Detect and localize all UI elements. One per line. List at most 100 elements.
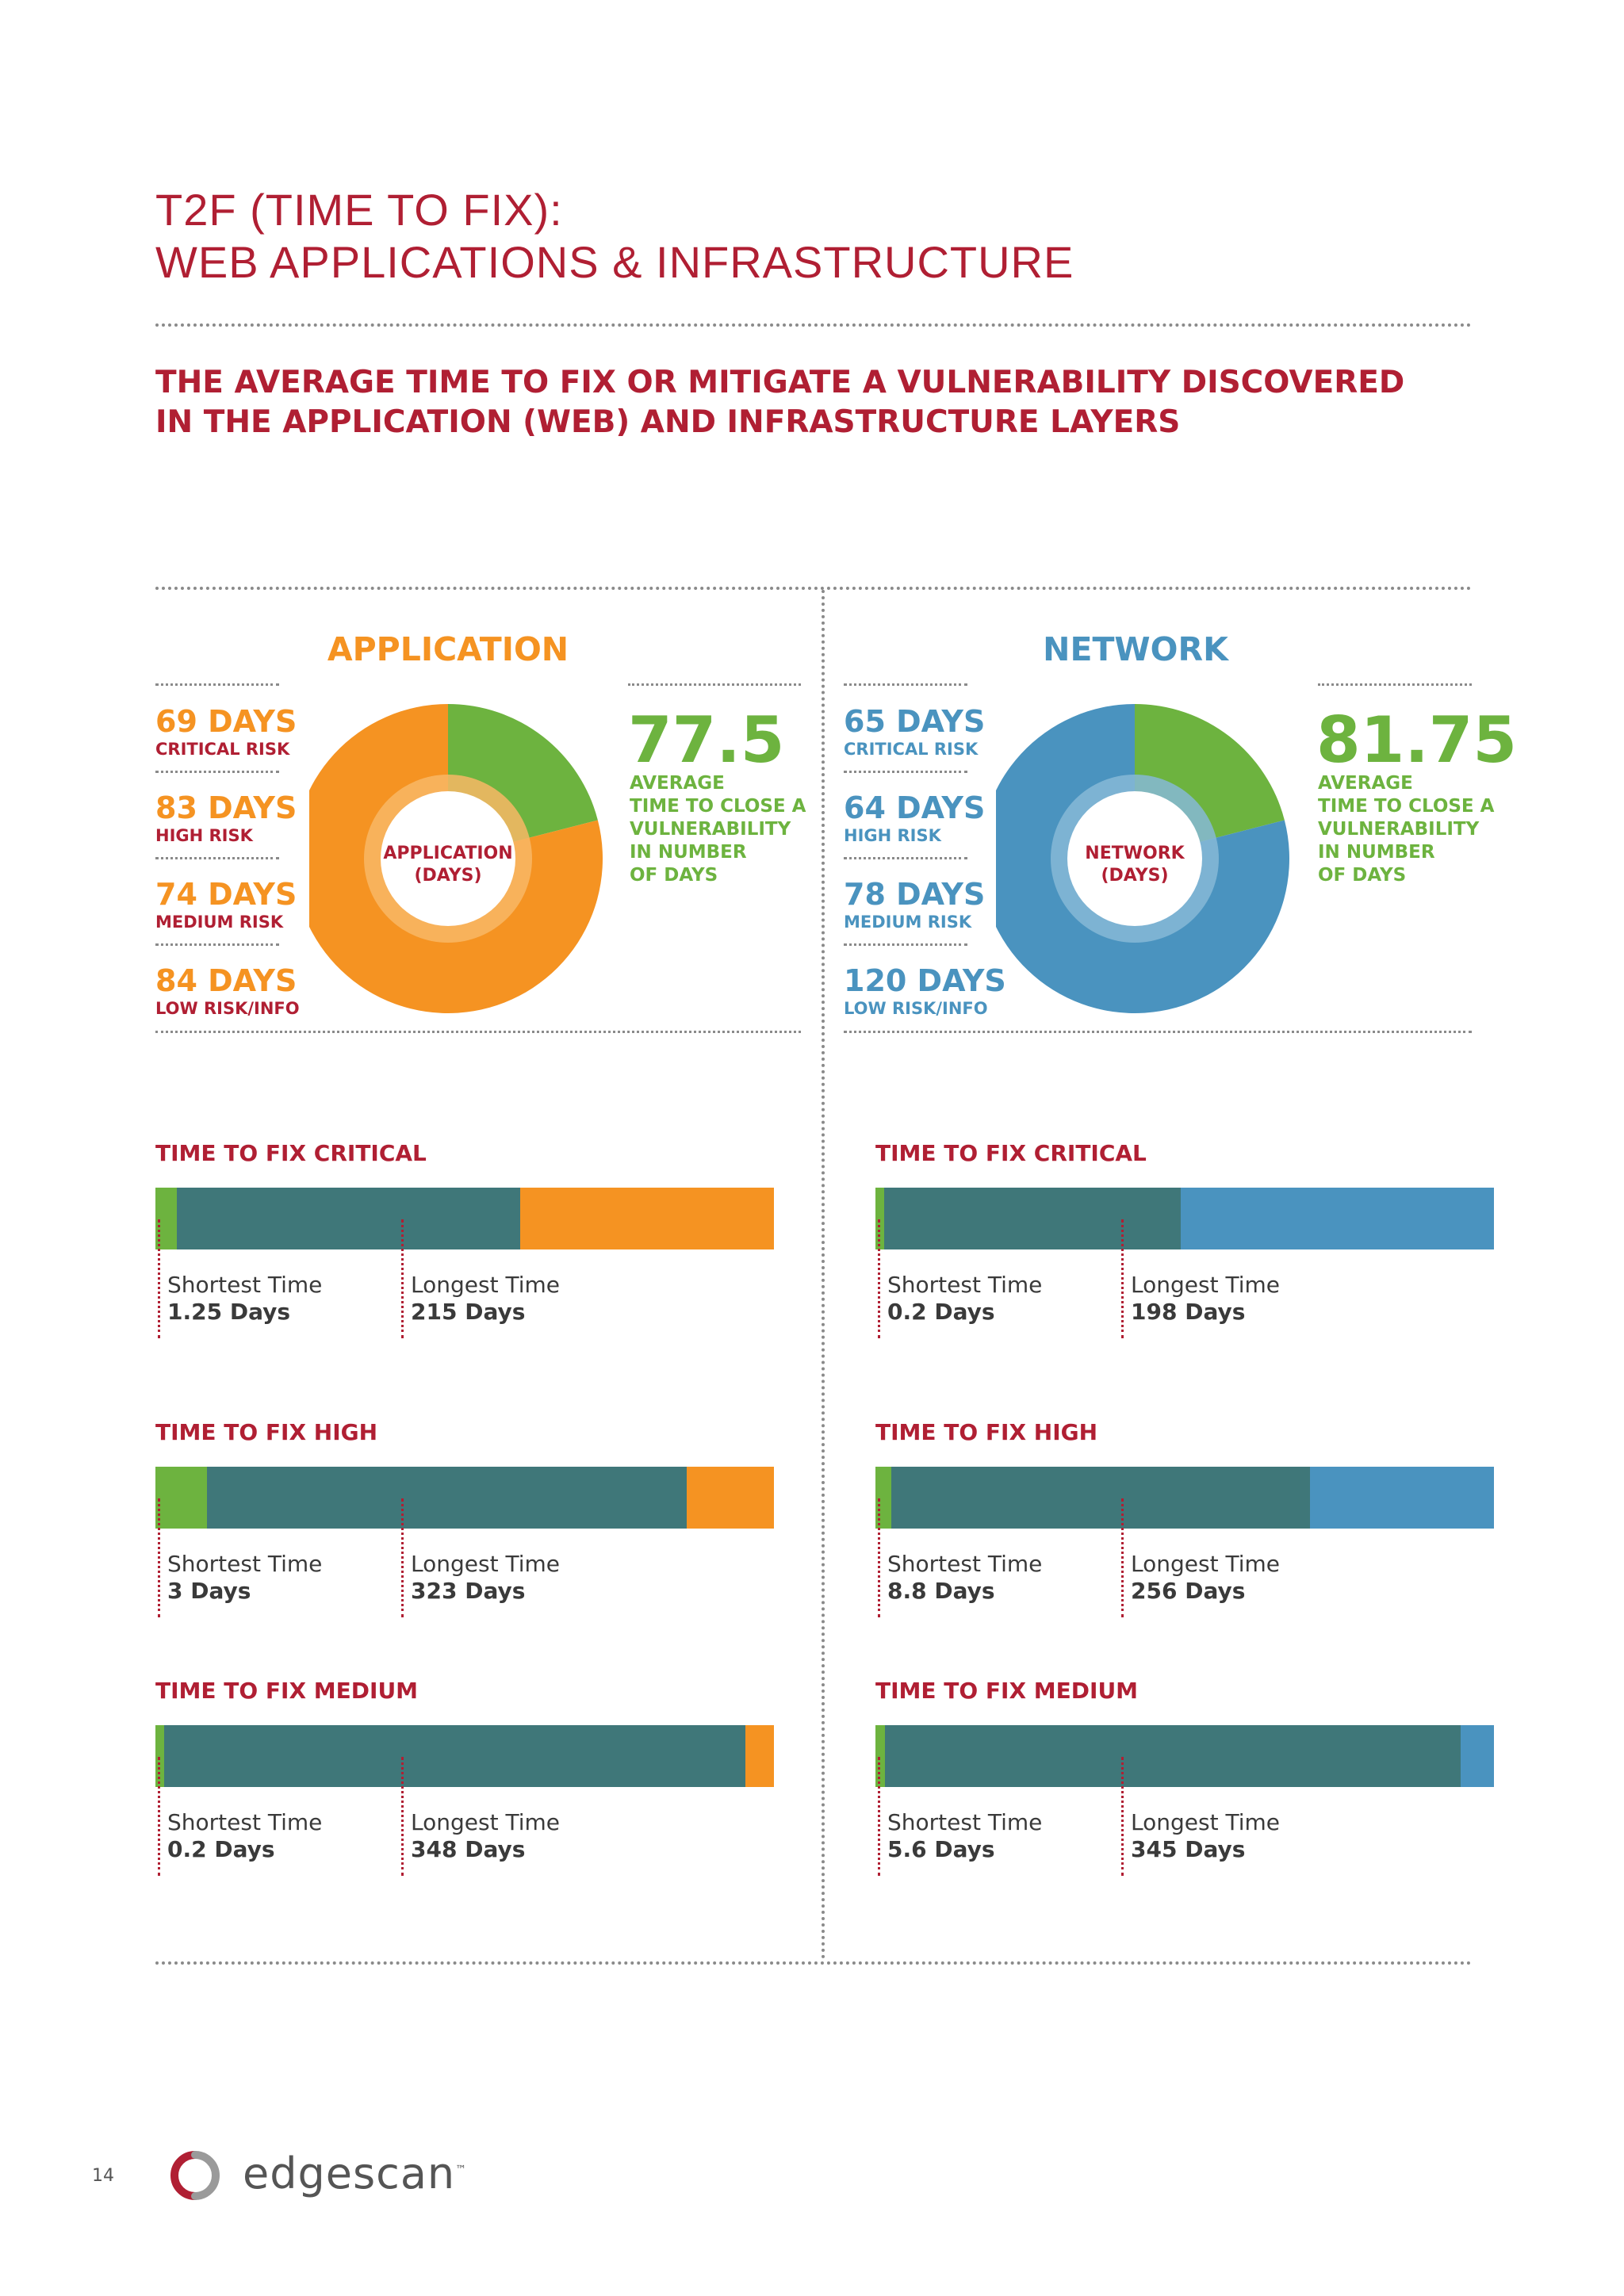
panel-top-divider: [155, 587, 1472, 590]
longest-marker: [1121, 1498, 1124, 1617]
shortest-marker: [878, 1219, 880, 1338]
longest-time-caption: Longest Time: [1131, 1551, 1280, 1577]
app-risk-low: 84 DAYS LOW RISK/INFO: [155, 963, 300, 1019]
network-donut: NETWORK (DAYS): [996, 704, 1289, 1013]
net-risk-critical: 65 DAYS CRITICAL RISK: [844, 704, 985, 760]
title-divider: [155, 323, 1472, 327]
app-average-caption-line: TIME TO CLOSE A: [630, 796, 806, 817]
longest-time-value: 345 Days: [1131, 1836, 1246, 1862]
net-risk-divider: [844, 771, 967, 773]
longest-marker: [401, 1757, 404, 1876]
edgescan-logo-icon: [170, 2151, 220, 2200]
shortest-time-value: 0.2 Days: [167, 1836, 275, 1862]
net-risk-divider: [844, 683, 967, 686]
shortest-time-label: Shortest Time 0.2 Days: [167, 1809, 322, 1863]
shortest-marker: [158, 1219, 160, 1338]
shortest-time-caption: Shortest Time: [887, 1809, 1043, 1835]
shortest-time-caption: Shortest Time: [887, 1272, 1043, 1298]
bar-segment-longest: [875, 1188, 1181, 1249]
bar-segment-longest: [155, 1725, 745, 1787]
network-heading: NETWORK: [1043, 630, 1228, 668]
net-panel-bottom: [844, 1031, 1472, 1033]
shortest-marker: [878, 1757, 880, 1876]
brand-text: edgescan: [243, 2149, 456, 2198]
longest-time-value: 256 Days: [1131, 1578, 1246, 1604]
bar-segment-shortest: [875, 1188, 884, 1249]
longest-time-label: Longest Time 198 Days: [1131, 1272, 1280, 1326]
app-low-label: LOW RISK/INFO: [155, 999, 300, 1018]
longest-time-value: 198 Days: [1131, 1299, 1246, 1325]
app-risk-critical: 69 DAYS CRITICAL RISK: [155, 704, 297, 760]
app-risk-medium: 74 DAYS MEDIUM RISK: [155, 877, 297, 932]
shortest-time-value: 5.6 Days: [887, 1836, 995, 1862]
app-average-caption-line: IN NUMBER: [630, 842, 747, 863]
app-average-caption-line: OF DAYS: [630, 865, 718, 886]
app-low-days: 84 DAYS: [155, 963, 297, 998]
app-risk-high: 83 DAYS HIGH RISK: [155, 790, 297, 846]
net-average-caption-line: AVERAGE: [1318, 773, 1413, 794]
shortest-time-caption: Shortest Time: [167, 1551, 323, 1577]
subtitle-line-2: IN THE APPLICATION (WEB) AND INFRASTRUCT…: [155, 404, 1181, 440]
shortest-time-caption: Shortest Time: [167, 1272, 323, 1298]
net-donut-label-2: (DAYS): [1101, 866, 1168, 886]
shortest-marker: [878, 1498, 880, 1617]
app-critical-days: 69 DAYS: [155, 704, 297, 739]
bar-title: TIME TO FIX MEDIUM: [875, 1678, 1139, 1704]
bar-title: TIME TO FIX HIGH: [155, 1419, 378, 1445]
page-title: T2F (TIME TO FIX): WEB APPLICATIONS & IN…: [155, 184, 1074, 289]
bar-segment-shortest: [155, 1725, 164, 1787]
longest-marker: [401, 1498, 404, 1617]
net-high-days: 64 DAYS: [844, 790, 986, 825]
net-average-caption-line: OF DAYS: [1318, 865, 1407, 886]
app-average-caption-line: AVERAGE: [630, 773, 725, 794]
longest-marker: [401, 1219, 404, 1338]
longest-marker: [1121, 1219, 1124, 1338]
longest-time-caption: Longest Time: [1131, 1272, 1280, 1298]
shortest-time-value: 1.25 Days: [167, 1299, 291, 1325]
subtitle-line-1: THE AVERAGE TIME TO FIX OR MITIGATE A VU…: [155, 365, 1405, 400]
net-risk-medium: 78 DAYS MEDIUM RISK: [844, 877, 985, 932]
longest-time-value: 348 Days: [411, 1836, 526, 1862]
panel-bottom-divider: [155, 1961, 1472, 1965]
page-number: 14: [92, 2166, 114, 2186]
brand-name: edgescan™: [243, 2149, 467, 2198]
bar-segment-shortest: [875, 1725, 885, 1787]
longest-marker: [1121, 1757, 1124, 1876]
net-risk-divider: [844, 943, 967, 946]
app-risk-divider: [155, 771, 279, 773]
shortest-time-value: 3 Days: [167, 1578, 251, 1604]
shortest-time-value: 8.8 Days: [887, 1578, 995, 1604]
bar-title: TIME TO FIX CRITICAL: [875, 1140, 1147, 1166]
longest-time-label: Longest Time 323 Days: [411, 1551, 560, 1605]
net-critical-days: 65 DAYS: [844, 704, 986, 739]
longest-time-label: Longest Time 256 Days: [1131, 1551, 1280, 1605]
app-risk-divider: [155, 857, 279, 859]
shortest-time-caption: Shortest Time: [887, 1551, 1043, 1577]
bar-title: TIME TO FIX HIGH: [875, 1419, 1098, 1445]
longest-time-caption: Longest Time: [1131, 1809, 1280, 1835]
longest-time-caption: Longest Time: [411, 1809, 560, 1835]
net-average-caption-line: VULNERABILITY: [1318, 819, 1480, 840]
bar-title: TIME TO FIX MEDIUM: [155, 1678, 419, 1704]
app-donut-label-2: (DAYS): [414, 866, 481, 886]
app-risk-divider: [155, 683, 279, 686]
net-critical-label: CRITICAL RISK: [844, 740, 979, 759]
app-average-value: 77.5: [628, 703, 785, 777]
longest-time-label: Longest Time 345 Days: [1131, 1809, 1280, 1863]
bar-segment-longest: [155, 1467, 687, 1529]
title-line-1: T2F (TIME TO FIX):: [155, 185, 563, 235]
shortest-marker: [158, 1498, 160, 1617]
shortest-time-value: 0.2 Days: [887, 1299, 995, 1325]
bar-segment-longest: [875, 1725, 1461, 1787]
application-heading: APPLICATION: [327, 630, 569, 668]
shortest-time-label: Shortest Time 5.6 Days: [887, 1809, 1042, 1863]
shortest-time-label: Shortest Time 0.2 Days: [887, 1272, 1042, 1326]
longest-time-caption: Longest Time: [411, 1551, 560, 1577]
longest-time-caption: Longest Time: [411, 1272, 560, 1298]
page-subtitle: THE AVERAGE TIME TO FIX OR MITIGATE A VU…: [155, 363, 1404, 442]
app-average-divider: [628, 683, 801, 686]
application-donut: APPLICATION (DAYS): [309, 704, 603, 1013]
shortest-time-label: Shortest Time 1.25 Days: [167, 1272, 322, 1326]
net-donut-label-1: NETWORK: [1085, 844, 1185, 863]
shortest-time-label: Shortest Time 3 Days: [167, 1551, 322, 1605]
